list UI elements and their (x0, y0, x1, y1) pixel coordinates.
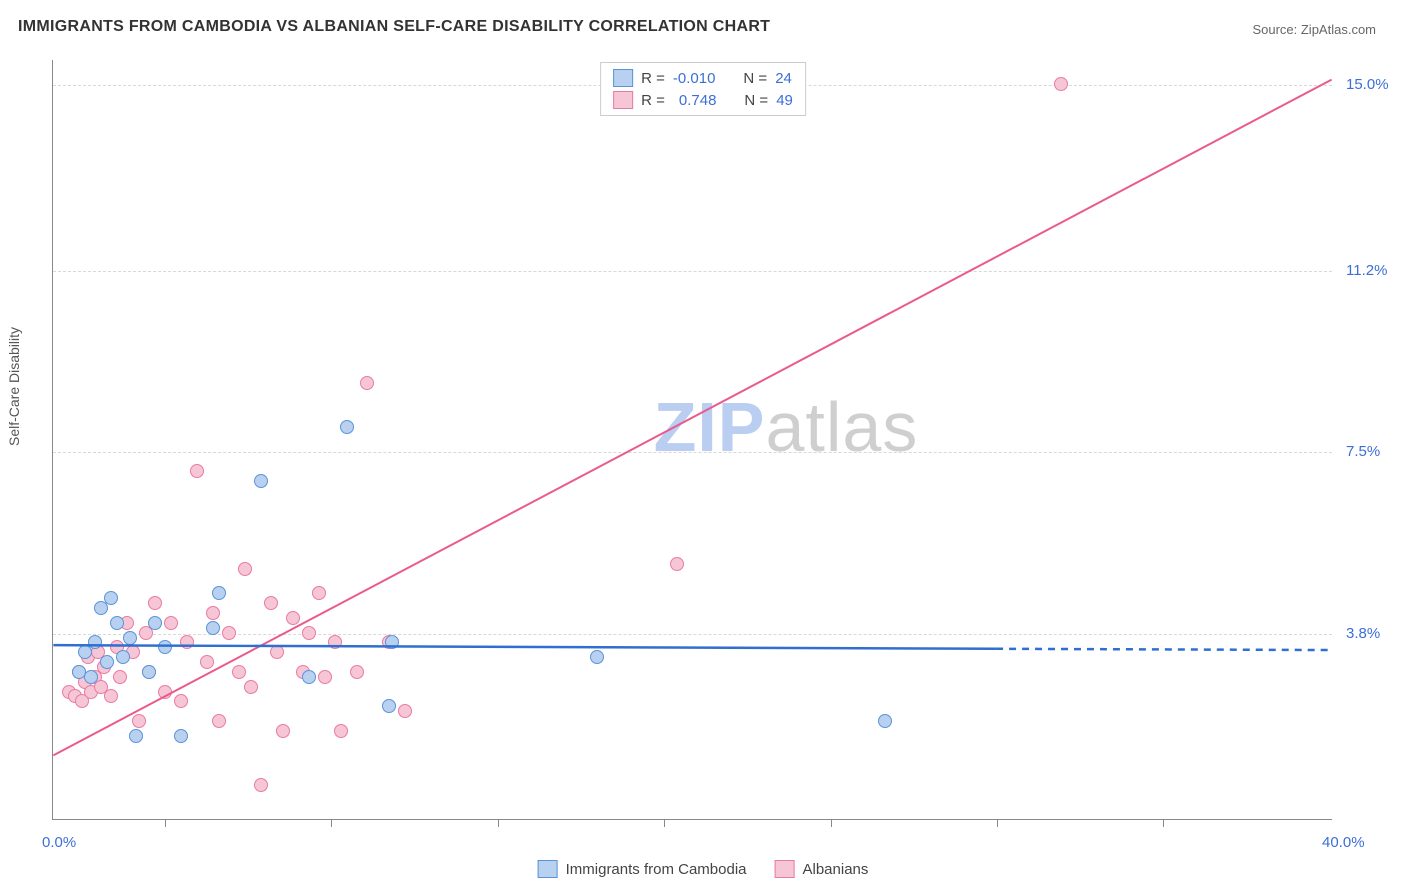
x-tick (498, 819, 499, 827)
chart-title: IMMIGRANTS FROM CAMBODIA VS ALBANIAN SEL… (18, 18, 770, 36)
x-tick (831, 819, 832, 827)
r-value-blue: -0.010 (673, 70, 716, 87)
legend-label-pink: Albanians (803, 861, 869, 878)
trend-line (53, 80, 1331, 756)
x-tick (165, 819, 166, 827)
n-value-pink: 49 (776, 92, 793, 109)
legend-item-blue: Immigrants from Cambodia (538, 860, 747, 878)
r-label: R = (641, 92, 665, 109)
trend-line (53, 645, 996, 649)
x-tick (664, 819, 665, 827)
n-value-blue: 24 (775, 70, 792, 87)
y-tick-label: 7.5% (1346, 443, 1380, 460)
swatch-pink (613, 91, 633, 109)
x-tick (997, 819, 998, 827)
stats-row-blue: R = -0.010 N = 24 (613, 67, 793, 89)
series-legend: Immigrants from Cambodia Albanians (538, 860, 869, 878)
y-tick-label: 3.8% (1346, 625, 1380, 642)
x-tick (331, 819, 332, 827)
x-axis-max: 40.0% (1322, 834, 1365, 851)
legend-label-blue: Immigrants from Cambodia (566, 861, 747, 878)
y-tick-label: 15.0% (1346, 76, 1389, 93)
n-label: N = (744, 92, 768, 109)
trend-line (996, 649, 1332, 650)
legend-item-pink: Albanians (775, 860, 869, 878)
source-attribution: Source: ZipAtlas.com (1252, 22, 1376, 37)
swatch-blue (613, 69, 633, 87)
r-label: R = (641, 70, 665, 87)
stats-legend: R = -0.010 N = 24 R = 0.748 N = 49 (600, 62, 806, 116)
x-axis-min: 0.0% (42, 834, 76, 851)
n-label: N = (743, 70, 767, 87)
x-tick (1163, 819, 1164, 827)
scatter-plot (52, 60, 1332, 820)
y-tick-label: 11.2% (1346, 262, 1387, 279)
y-axis-label: Self-Care Disability (6, 327, 22, 446)
trend-lines (53, 60, 1332, 819)
r-value-pink: 0.748 (679, 92, 717, 109)
stats-row-pink: R = 0.748 N = 49 (613, 89, 793, 111)
swatch-blue (538, 860, 558, 878)
swatch-pink (775, 860, 795, 878)
